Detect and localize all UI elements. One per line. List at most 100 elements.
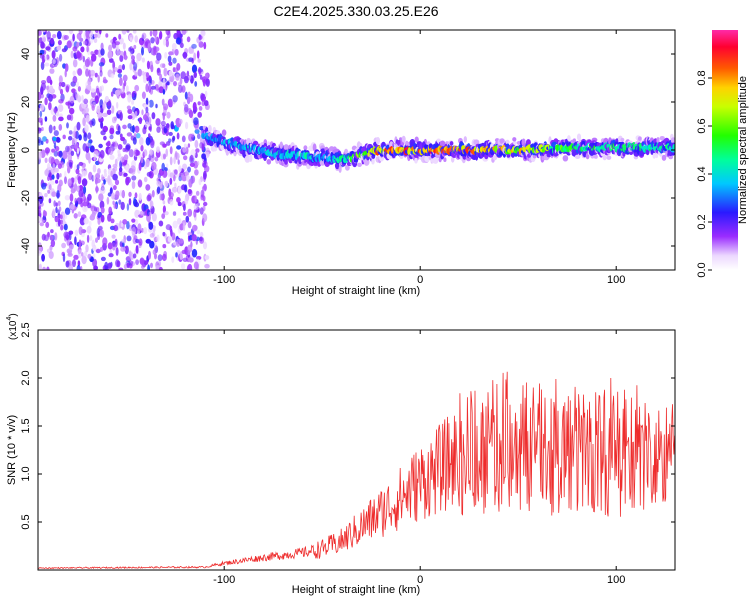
heatmap-cell [139, 257, 145, 265]
heatmap-cell [184, 196, 189, 205]
heatmap-cell [201, 153, 207, 160]
heatmap-cell [100, 121, 104, 129]
heatmap-cell [129, 62, 133, 71]
x-tick-label: -100 [213, 574, 235, 586]
heatmap-cell [59, 53, 63, 62]
heatmap-cell [78, 185, 84, 191]
heatmap-cell [44, 116, 48, 122]
heatmap-cell [125, 164, 130, 172]
heatmap-cell [166, 81, 170, 86]
heatmap-cell [193, 117, 199, 126]
heatmap-cell [126, 262, 130, 269]
heatmap-cell [38, 250, 42, 256]
heatmap-cell [284, 159, 288, 165]
heatmap-cell [652, 152, 656, 159]
heatmap-cell [221, 129, 227, 136]
heatmap-cell [120, 156, 125, 163]
heatmap-cell [38, 127, 42, 134]
heatmap-cell [149, 233, 155, 238]
heatmap-cells [38, 30, 675, 270]
heatmap-cell [180, 33, 183, 38]
heatmap-cell [69, 95, 75, 104]
heatmap-cell [174, 182, 177, 188]
heatmap-cell [162, 231, 166, 237]
heatmap-cell [38, 215, 41, 222]
heatmap-cell [162, 244, 167, 249]
heatmap-cell [115, 247, 119, 256]
heatmap-cell [139, 210, 144, 216]
heatmap-cell [117, 149, 121, 155]
heatmap-cell [87, 77, 92, 86]
heatmap-cell [134, 110, 138, 118]
heatmap-cell [162, 200, 166, 205]
heatmap-cell [74, 176, 77, 185]
heatmap-cell [182, 211, 187, 216]
heatmap-cell [70, 150, 75, 156]
heatmap-cell [52, 136, 57, 141]
heatmap-cell [158, 266, 163, 270]
heatmap-cell [95, 185, 99, 194]
heatmap-cell [168, 70, 173, 77]
heatmap-cell [97, 168, 101, 175]
heatmap-cell [168, 131, 173, 136]
heatmap-cell [38, 151, 43, 160]
heatmap-cell [171, 186, 178, 193]
heatmap-cell [165, 36, 169, 41]
heatmap-cell [72, 70, 76, 77]
heatmap-cell [112, 173, 118, 181]
heatmap-cell [116, 48, 120, 56]
heatmap-cell [119, 88, 125, 94]
heatmap-cell [165, 39, 169, 48]
heatmap-cell [200, 92, 205, 101]
heatmap-cell [69, 203, 75, 210]
heatmap-cell [97, 226, 103, 231]
heatmap-cell [152, 30, 158, 37]
heatmap-cell [176, 145, 182, 150]
heatmap-cell [76, 147, 80, 154]
heatmap-cell [89, 69, 96, 77]
heatmap-cell [75, 81, 80, 88]
heatmap-cell [91, 118, 96, 127]
heatmap-cell [46, 30, 51, 40]
heatmap-cell [123, 172, 128, 177]
heatmap-cell [82, 170, 87, 177]
figure-title: C2E4.2025.330.03.25.E26 [273, 3, 438, 19]
heatmap-cell [156, 146, 160, 153]
heatmap-cell [72, 130, 76, 138]
heatmap-cell [147, 264, 150, 270]
heatmap-cell [204, 100, 209, 107]
heatmap-cell [62, 150, 68, 160]
heatmap-cell [132, 137, 137, 145]
heatmap-cell [505, 139, 510, 145]
heatmap-cell [199, 142, 204, 149]
heatmap-cell [371, 158, 375, 165]
heatmap-cell [176, 197, 181, 203]
heatmap-cell [194, 81, 198, 87]
heatmap-cell [52, 59, 56, 65]
heatmap-cell [166, 111, 171, 119]
heatmap-cell [100, 256, 106, 262]
heatmap-cell [196, 161, 200, 166]
heatmap-cell [184, 103, 189, 113]
heatmap-cell [107, 242, 113, 250]
heatmap-cell [198, 35, 203, 40]
heatmap-cell [42, 37, 46, 43]
heatmap-cell [130, 165, 136, 173]
heatmap-cell [131, 175, 137, 181]
heatmap-cell [153, 46, 157, 56]
heatmap-cell [53, 107, 58, 113]
heatmap-cell [141, 109, 144, 116]
colorbar-gradient [712, 30, 738, 270]
heatmap-cell [64, 207, 71, 215]
heatmap-cell [110, 91, 114, 97]
heatmap-cell [99, 149, 105, 159]
heatmap-cell [638, 136, 642, 141]
heatmap-cell [161, 213, 166, 220]
heatmap-cell [45, 46, 51, 51]
snr-panel: -100 0 100 0.5 1.0 1.5 2.0 2.5 Height of straig… [6, 313, 676, 596]
heatmap-cell [199, 126, 205, 131]
heatmap-cell [49, 246, 53, 252]
heatmap-cell [198, 106, 203, 111]
spectrogram-ylabel: Frequency (Hz) [6, 112, 18, 188]
heatmap-cell [148, 84, 152, 94]
